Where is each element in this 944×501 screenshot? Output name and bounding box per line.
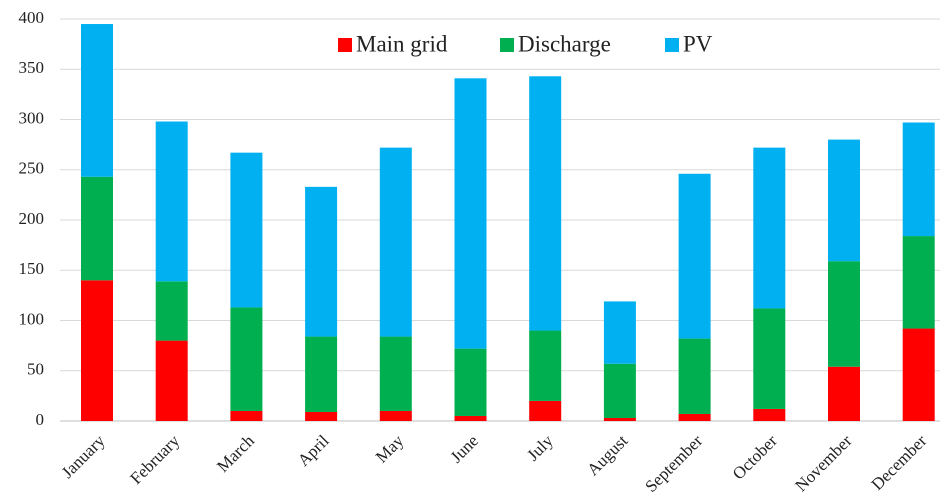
x-tick-label: April <box>294 431 333 470</box>
bar-segment <box>828 261 860 367</box>
x-tick-label: June <box>447 431 482 466</box>
bar-segment <box>155 121 188 282</box>
bar-segment <box>81 24 113 177</box>
bar-segment <box>828 366 860 421</box>
y-tick-label: 250 <box>19 159 45 178</box>
y-tick-label: 350 <box>19 58 45 77</box>
bar-segment <box>230 152 263 308</box>
y-tick-label: 50 <box>27 360 44 379</box>
y-tick-label: 200 <box>19 209 45 228</box>
bar-segment <box>603 417 636 421</box>
x-tick-label: November <box>791 431 855 495</box>
bar-segment <box>529 76 562 331</box>
y-tick-label: 150 <box>19 259 45 278</box>
bar-segment <box>828 139 860 262</box>
bar-segment <box>81 280 113 421</box>
bar-segment <box>902 236 935 329</box>
bar-segment <box>454 78 487 349</box>
bar-segment <box>678 413 711 421</box>
x-tick-label: February <box>126 431 183 488</box>
y-tick-label: 0 <box>36 410 45 429</box>
bar-segment <box>230 410 263 421</box>
bar-segment <box>230 307 263 411</box>
x-tick-label: December <box>867 431 930 494</box>
x-tick-label: March <box>213 431 258 476</box>
legend-label: Main grid <box>356 31 448 56</box>
bar-segment <box>454 348 487 416</box>
legend-swatch <box>500 38 514 52</box>
y-tick-label: 400 <box>19 8 45 27</box>
bar-segment <box>379 147 412 337</box>
x-tick-label: September <box>641 431 706 496</box>
bar-segment <box>379 410 412 421</box>
bar-segment <box>678 338 711 414</box>
x-tick-label: October <box>729 431 781 483</box>
bar-segment <box>81 176 113 281</box>
bar-segment <box>753 147 786 309</box>
bar-segment <box>529 330 562 401</box>
bar-segment <box>305 336 338 412</box>
bar-segment <box>753 408 786 421</box>
bar-segment <box>603 363 636 418</box>
y-tick-label: 300 <box>19 108 45 127</box>
legend-swatch <box>338 38 352 52</box>
y-tick-label: 100 <box>19 309 45 328</box>
bar-segment <box>902 328 935 421</box>
bar-segment <box>155 340 188 421</box>
x-tick-label: May <box>372 431 408 467</box>
legend-label: PV <box>683 31 713 56</box>
bar-segment <box>603 301 636 364</box>
bar-segment <box>305 411 338 421</box>
bar-segment <box>454 415 487 421</box>
bar-segment <box>155 281 188 341</box>
bar-segment <box>678 173 711 339</box>
bar-segment <box>305 186 338 337</box>
bar-segment <box>753 308 786 409</box>
x-tick-label: August <box>583 431 631 479</box>
legend-label: Discharge <box>518 31 611 56</box>
bar-segment <box>902 122 935 237</box>
x-tick-label: January <box>58 431 109 482</box>
legend-swatch <box>665 38 679 52</box>
bar-segment <box>529 400 562 421</box>
bar-segment <box>379 336 412 411</box>
x-tick-label: July <box>523 431 557 465</box>
